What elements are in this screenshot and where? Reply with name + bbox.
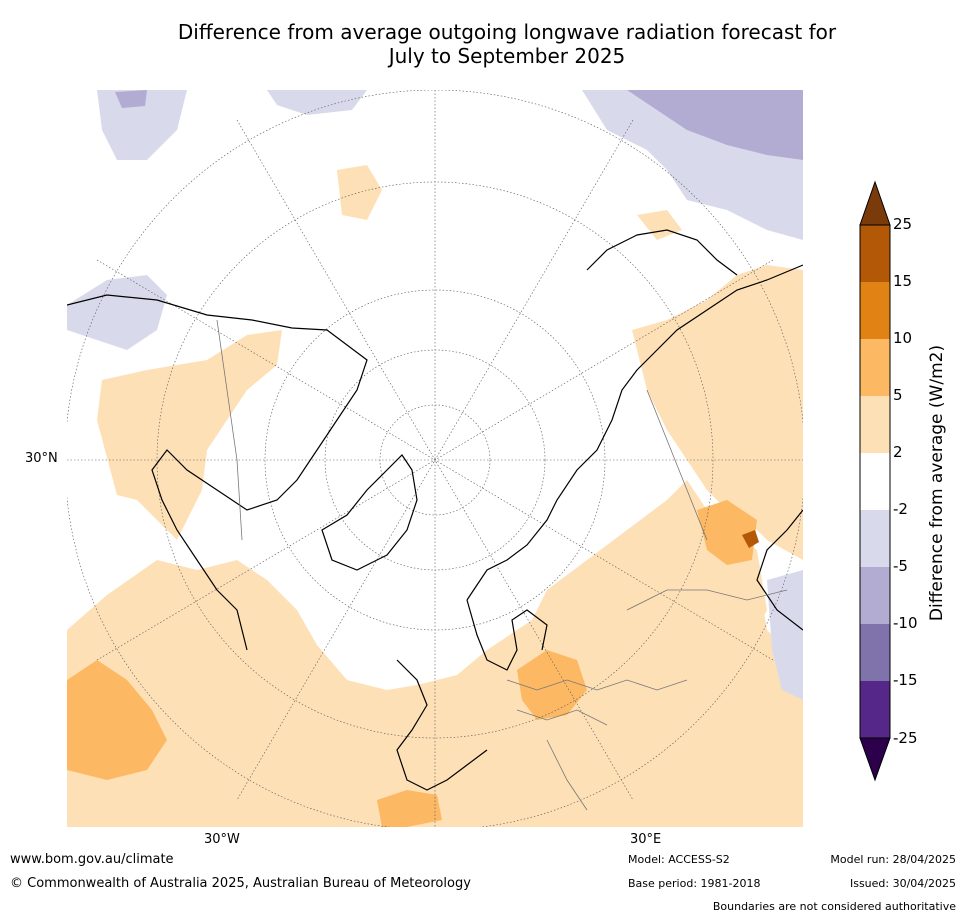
negative-anomaly-top xyxy=(267,90,367,115)
colorbar-tick: -5 xyxy=(893,557,908,575)
model-run-date: Model run: 28/04/2025 xyxy=(830,853,956,866)
strong-negative-anomaly-north-pacific xyxy=(627,90,803,160)
moderate-anomaly-southwest xyxy=(67,660,167,780)
lon-label-30w: 30°W xyxy=(204,832,240,847)
colorbar-tick: -15 xyxy=(893,671,918,689)
map-svg xyxy=(67,90,803,827)
website-link[interactable]: www.bom.gov.au/climate xyxy=(10,852,174,867)
title-line-1: Difference from average outgoing longwav… xyxy=(177,20,837,44)
colorbar-segment-2-5 xyxy=(860,396,890,453)
issued-date: Issued: 30/04/2025 xyxy=(849,877,956,890)
colorbar-outline xyxy=(859,224,891,739)
negative-anomaly-east-edge xyxy=(767,570,803,700)
copyright-text: © Commonwealth of Australia 2025, Austra… xyxy=(10,876,471,891)
europe-west-coast xyxy=(396,659,488,791)
colorbar-tick: -25 xyxy=(893,729,918,747)
lon-label-30e: 30°E xyxy=(630,832,662,847)
colorbar-segment-10-15 xyxy=(860,282,890,339)
colorbar-label: Difference from average (W/m2) xyxy=(927,344,947,622)
colorbar-extend-min xyxy=(859,737,891,782)
graticule xyxy=(67,90,803,827)
colorbar-svg xyxy=(859,180,891,782)
country-boundaries xyxy=(216,319,788,811)
colorbar-segment-m25-m15 xyxy=(860,681,890,738)
negative-anomaly-west xyxy=(67,275,167,350)
coastlines xyxy=(67,229,803,791)
strong-anomaly-asia xyxy=(742,530,759,548)
colorbar-tick: 25 xyxy=(893,215,913,233)
colorbar-tick: 15 xyxy=(893,272,913,290)
disclaimer: Boundaries are not considered authoritat… xyxy=(712,900,956,913)
colorbar-segment-m15-m10 xyxy=(860,624,890,681)
east-asia-coast xyxy=(756,509,803,631)
scandinavia-coast xyxy=(466,599,548,671)
positive-anomaly-west xyxy=(97,330,282,540)
model-name: Model: ACCESS-S2 xyxy=(628,853,730,866)
eurasia-siberia-coast xyxy=(586,229,738,276)
title-line-2: July to September 2025 xyxy=(388,44,626,68)
colorbar-tick: 5 xyxy=(893,386,903,404)
colorbar-tick: -2 xyxy=(893,500,908,518)
moderate-anomaly-asia xyxy=(697,500,757,565)
colorbar-segment-5-10 xyxy=(860,339,890,396)
strong-negative-anomaly-northwest xyxy=(115,90,147,108)
lat-label-30n: 30°N xyxy=(25,451,58,466)
north-america-coast xyxy=(67,294,368,651)
polar-map xyxy=(67,90,803,827)
base-period: Base period: 1981-2018 xyxy=(628,877,761,890)
colorbar xyxy=(855,180,965,790)
colorbar-segment-m5-m2 xyxy=(860,510,890,567)
anomaly-fields xyxy=(67,90,803,827)
colorbar-segment-15-25 xyxy=(860,225,890,282)
moderate-anomaly-mediterranean xyxy=(377,790,442,827)
eurasia-north-coast xyxy=(466,264,803,601)
colorbar-extend-max xyxy=(859,180,891,226)
positive-anomaly-east xyxy=(632,265,803,560)
positive-anomaly-patch-2 xyxy=(637,210,682,240)
negative-anomaly-northwest xyxy=(97,90,187,160)
colorbar-tick: 10 xyxy=(893,329,913,347)
colorbar-tick: 2 xyxy=(893,443,903,461)
map-title: Difference from average outgoing longwav… xyxy=(0,20,965,68)
greenland-coast xyxy=(321,454,418,571)
colorbar-segment-m10-m5 xyxy=(860,567,890,624)
colorbar-segment-neutral xyxy=(860,453,890,510)
colorbar-tick: -10 xyxy=(893,614,918,632)
